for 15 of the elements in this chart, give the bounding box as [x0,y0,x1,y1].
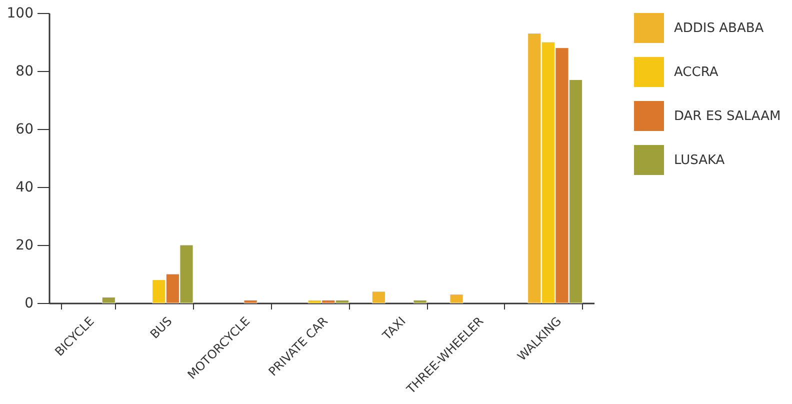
legend-label: LUSAKA [674,153,725,168]
bar [413,300,427,304]
legend-label: ACCRA [674,65,718,80]
y-tick-label: 20 [16,238,34,254]
y-tick-label: 100 [6,6,34,22]
legend-label: DAR ES SALAAM [674,109,781,124]
y-tick-label: 40 [16,180,34,196]
y-tick-label: 0 [24,296,34,312]
bar [102,296,116,304]
y-tick-label: 60 [16,122,34,138]
bar [244,300,258,304]
legend-label: ADDIS ABABA [674,21,764,36]
bar [450,294,464,304]
bar [372,291,386,304]
y-tick-label: 80 [16,64,34,80]
